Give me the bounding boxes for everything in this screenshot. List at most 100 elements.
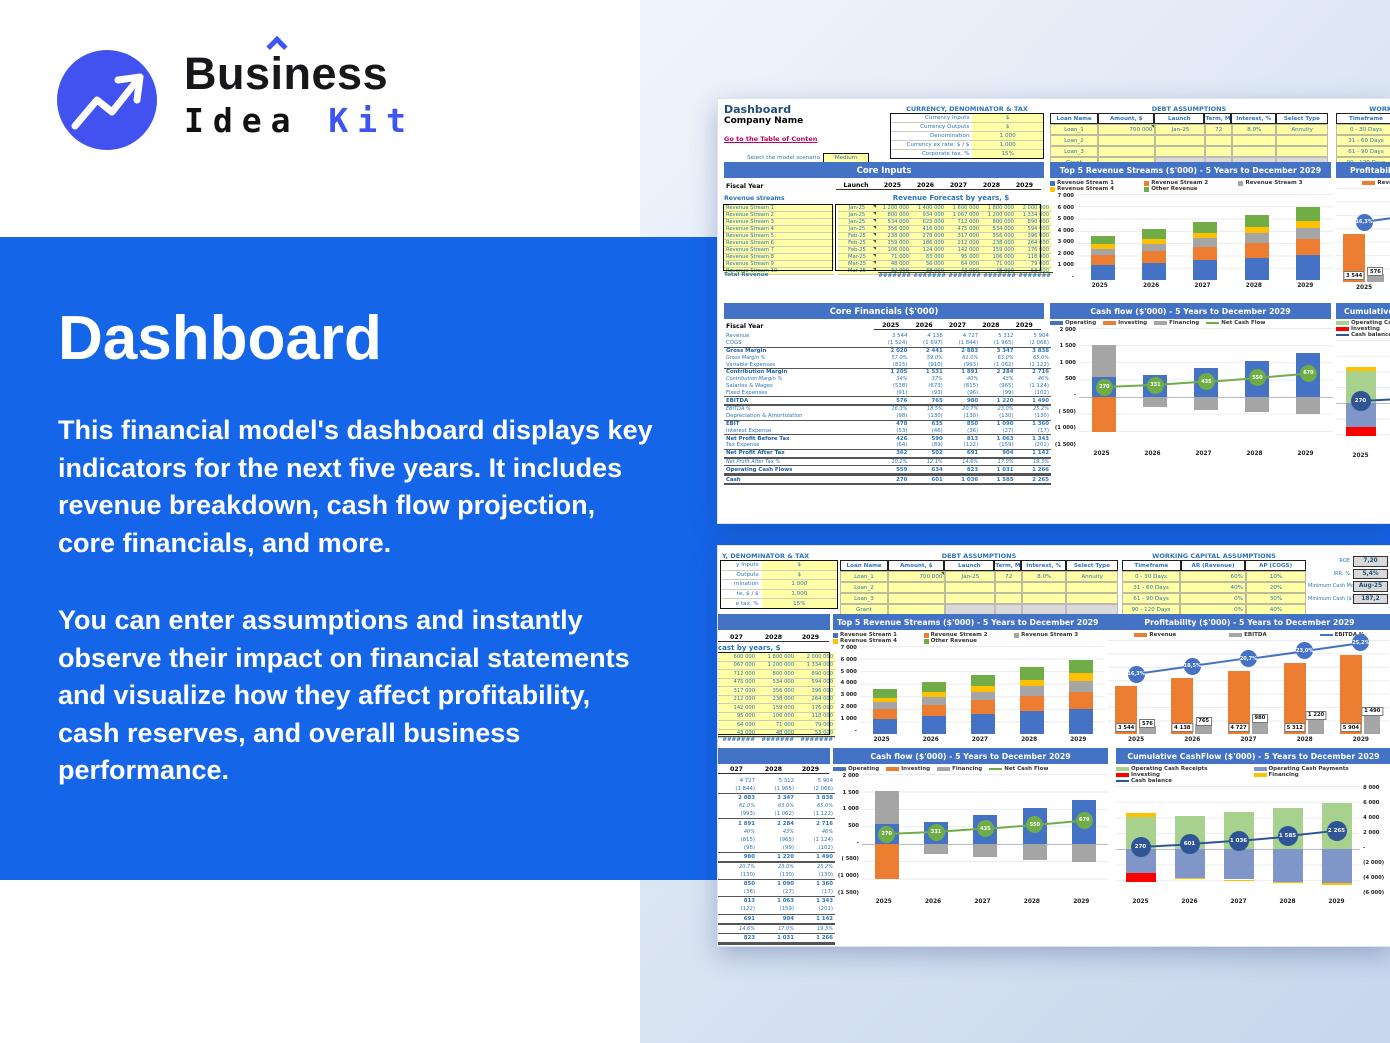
launch-date-cell[interactable]: Jan-25 xyxy=(838,219,876,226)
grid-cell[interactable]: 72 xyxy=(1205,124,1233,135)
forecast-value-cell[interactable]: 142 000 xyxy=(946,247,981,254)
kv-value-cell[interactable]: 15% xyxy=(761,599,837,608)
forecast-value-cell[interactable]: 79 000 xyxy=(1016,261,1051,268)
forecast-value-cell[interactable]: 1 800 000 xyxy=(981,205,1016,212)
forecast-value-cell[interactable]: 159 000 xyxy=(981,247,1016,254)
grid-cell[interactable] xyxy=(1276,135,1328,146)
forecast-value-cell[interactable]: 142 000 xyxy=(718,704,757,713)
forecast-value-cell[interactable]: 212 000 xyxy=(718,695,757,704)
grid-cell[interactable] xyxy=(1205,135,1233,146)
grid-cell[interactable]: Loan_2 xyxy=(1050,135,1098,146)
kv-value-cell[interactable]: 1,000 xyxy=(761,589,837,599)
kv-value-cell[interactable]: 187,2 xyxy=(1353,593,1388,605)
kv-value-cell[interactable]: 1 000 xyxy=(761,580,837,589)
forecast-value-cell[interactable]: 53 000 xyxy=(1016,268,1051,275)
forecast-value-cell[interactable]: 53 000 xyxy=(796,729,835,738)
stream-name-cell[interactable]: Revenue Stream 10 xyxy=(724,268,834,275)
forecast-value-cell[interactable]: 317 000 xyxy=(946,233,981,240)
forecast-value-cell[interactable]: 106 000 xyxy=(876,247,911,254)
grid-cell[interactable] xyxy=(1066,582,1118,593)
kv-value-cell[interactable]: $ xyxy=(972,114,1043,122)
grid-cell[interactable] xyxy=(1155,135,1206,146)
forecast-value-cell[interactable]: 1 334 000 xyxy=(1016,212,1051,219)
launch-date-cell[interactable]: Feb-25 xyxy=(838,240,876,247)
grid-cell[interactable]: 61 - 90 Days xyxy=(1336,146,1390,157)
grid-cell[interactable]: 30% xyxy=(1245,593,1306,604)
forecast-value-cell[interactable]: 32 000 xyxy=(876,268,911,275)
grid-cell[interactable] xyxy=(945,582,996,593)
forecast-value-cell[interactable]: 64 000 xyxy=(946,261,981,268)
forecast-value-cell[interactable]: 2 000 000 xyxy=(796,653,835,662)
grid-cell[interactable]: 72 xyxy=(995,571,1023,582)
grid-cell[interactable] xyxy=(1022,593,1067,604)
forecast-value-cell[interactable]: 71 000 xyxy=(981,261,1016,268)
forecast-value-cell[interactable]: 176 000 xyxy=(796,704,835,713)
forecast-value-cell[interactable]: 95 000 xyxy=(946,254,981,261)
forecast-value-cell[interactable]: 48 000 xyxy=(981,268,1016,275)
forecast-value-cell[interactable]: 396 000 xyxy=(1016,233,1051,240)
grid-cell[interactable] xyxy=(945,593,996,604)
grid-cell[interactable]: 20% xyxy=(1245,582,1306,593)
forecast-value-cell[interactable]: 1 200 000 xyxy=(876,205,911,212)
grid-cell[interactable]: 700 000 xyxy=(1097,124,1156,135)
forecast-value-cell[interactable]: 1 400 000 xyxy=(911,205,946,212)
kv-value-cell[interactable]: 5,4% xyxy=(1353,568,1388,580)
grid-cell[interactable] xyxy=(1066,593,1118,604)
launch-date-cell[interactable]: Mar-25 xyxy=(838,254,876,261)
grid-cell[interactable]: 0% xyxy=(1180,593,1246,604)
forecast-value-cell[interactable]: 124 000 xyxy=(911,247,946,254)
grid-cell[interactable]: Loan_1 xyxy=(1050,124,1098,135)
grid-cell[interactable] xyxy=(887,593,946,604)
forecast-value-cell[interactable]: 356 000 xyxy=(757,687,796,696)
grid-cell[interactable] xyxy=(1155,146,1206,157)
forecast-value-cell[interactable]: 800 000 xyxy=(876,212,911,219)
kv-value-cell[interactable]: $ xyxy=(761,570,837,580)
kv-value-cell[interactable]: $ xyxy=(761,561,837,570)
forecast-value-cell[interactable]: 118 000 xyxy=(1016,254,1051,261)
forecast-value-cell[interactable]: 1 600 000 xyxy=(946,205,981,212)
forecast-value-cell[interactable]: 534 000 xyxy=(876,219,911,226)
forecast-value-cell[interactable]: 534 000 xyxy=(981,226,1016,233)
forecast-value-cell[interactable]: 1 200 000 xyxy=(981,212,1016,219)
forecast-value-cell[interactable]: 800 000 xyxy=(757,670,796,679)
forecast-value-cell[interactable]: 56 000 xyxy=(911,261,946,268)
launch-date-cell[interactable]: Jan-25 xyxy=(838,212,876,219)
forecast-value-cell[interactable]: 475 000 xyxy=(718,678,757,687)
forecast-value-cell[interactable]: 534 000 xyxy=(757,678,796,687)
forecast-value-cell[interactable]: 238 000 xyxy=(876,233,911,240)
forecast-value-cell[interactable]: 79 000 xyxy=(796,721,835,730)
grid-cell[interactable]: Loan_2 xyxy=(840,582,888,593)
grid-cell[interactable]: 31 - 60 Days xyxy=(1122,582,1181,593)
stream-name-cell[interactable]: Revenue Stream 3 xyxy=(724,219,834,226)
forecast-value-cell[interactable]: 1 200 000 xyxy=(757,661,796,670)
launch-date-cell[interactable]: Jan-25 xyxy=(838,205,876,212)
grid-cell[interactable]: 8.0% xyxy=(1232,124,1277,135)
forecast-value-cell[interactable]: 356 000 xyxy=(876,226,911,233)
grid-cell[interactable] xyxy=(1022,582,1067,593)
forecast-value-cell[interactable]: 067 000 xyxy=(718,661,757,670)
grid-cell[interactable] xyxy=(1097,146,1156,157)
grid-cell[interactable] xyxy=(995,582,1023,593)
forecast-value-cell[interactable]: 71 000 xyxy=(876,254,911,261)
forecast-value-cell[interactable]: 1 334 000 xyxy=(796,661,835,670)
grid-cell[interactable]: 700 000 xyxy=(887,571,946,582)
stream-name-cell[interactable]: Revenue Stream 5 xyxy=(724,233,834,240)
kv-value-cell[interactable]: 1 000 xyxy=(972,132,1043,140)
grid-cell[interactable]: Loan_1 xyxy=(840,571,888,582)
forecast-value-cell[interactable]: 48 000 xyxy=(876,261,911,268)
grid-cell[interactable]: 0 - 30 Days xyxy=(1122,571,1181,582)
forecast-value-cell[interactable]: 106 000 xyxy=(757,712,796,721)
forecast-value-cell[interactable]: 934 000 xyxy=(911,212,946,219)
grid-cell[interactable]: 0 - 30 Days xyxy=(1336,124,1390,135)
grid-cell[interactable] xyxy=(1232,146,1277,157)
launch-date-cell[interactable]: Mar-25 xyxy=(838,261,876,268)
forecast-value-cell[interactable]: 71 000 xyxy=(757,721,796,730)
forecast-value-cell[interactable]: 475 000 xyxy=(946,226,981,233)
grid-cell[interactable]: 40% xyxy=(1180,582,1246,593)
forecast-value-cell[interactable]: 594 000 xyxy=(796,678,835,687)
grid-cell[interactable] xyxy=(1097,135,1156,146)
grid-cell[interactable]: 61 - 90 Days xyxy=(1122,593,1181,604)
grid-cell[interactable] xyxy=(1232,135,1277,146)
grid-cell[interactable]: 31 - 60 Days xyxy=(1336,135,1390,146)
forecast-value-cell[interactable]: 264 000 xyxy=(1016,240,1051,247)
